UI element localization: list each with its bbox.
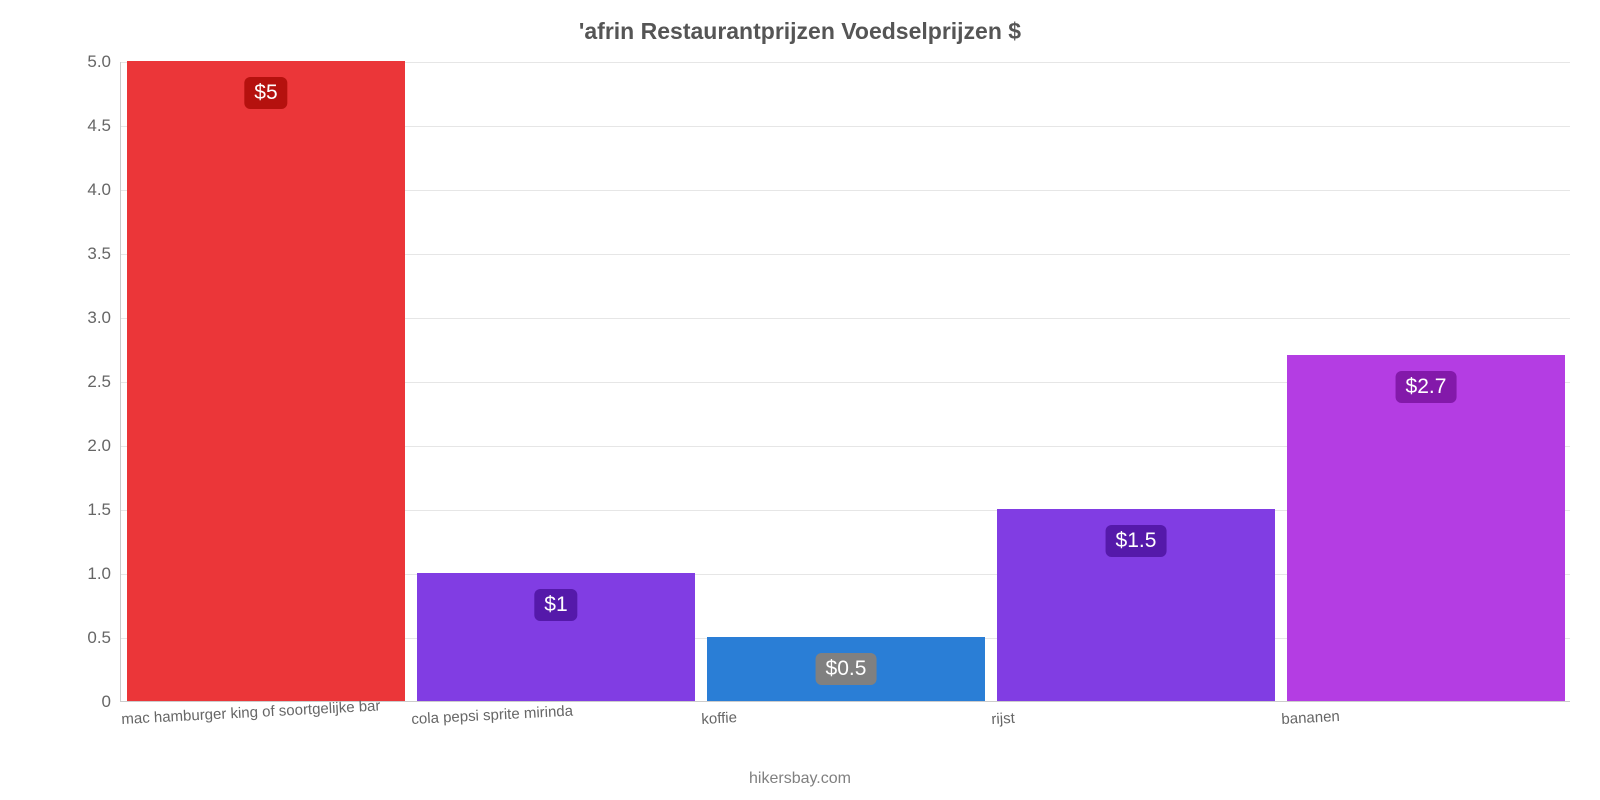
ytick-label: 4.0 [87, 180, 121, 200]
ytick-label: 2.5 [87, 372, 121, 392]
ytick-label: 3.0 [87, 308, 121, 328]
ytick-label: 3.5 [87, 244, 121, 264]
ytick-label: 1.0 [87, 564, 121, 584]
ytick-label: 0.5 [87, 628, 121, 648]
xtick-label: cola pepsi sprite mirinda [411, 703, 573, 728]
bar-value-label: $0.5 [816, 653, 877, 685]
bar: $5 [127, 61, 405, 701]
chart-caption: hikersbay.com [0, 770, 1600, 788]
bar-value-label: $2.7 [1396, 371, 1457, 403]
ytick-label: 5.0 [87, 52, 121, 72]
chart-title: 'afrin Restaurantprijzen Voedselprijzen … [0, 18, 1600, 45]
bar: $0.5 [707, 637, 985, 701]
bar: $2.7 [1287, 355, 1565, 701]
plot-area: 00.51.01.52.02.53.03.54.04.55.0$5mac ham… [120, 62, 1570, 702]
xtick-label: mac hamburger king of soortgelijke bar [121, 697, 381, 728]
bar-value-label: $5 [244, 77, 287, 109]
ytick-label: 4.5 [87, 116, 121, 136]
price-chart: 'afrin Restaurantprijzen Voedselprijzen … [0, 0, 1600, 800]
bar: $1 [417, 573, 695, 701]
ytick-label: 2.0 [87, 436, 121, 456]
ytick-label: 1.5 [87, 500, 121, 520]
bar-value-label: $1.5 [1106, 525, 1167, 557]
bar: $1.5 [997, 509, 1275, 701]
xtick-label: rijst [991, 710, 1015, 728]
xtick-label: koffie [701, 709, 737, 728]
ytick-label: 0 [102, 692, 121, 712]
xtick-label: bananen [1281, 708, 1340, 728]
bar-value-label: $1 [534, 589, 577, 621]
